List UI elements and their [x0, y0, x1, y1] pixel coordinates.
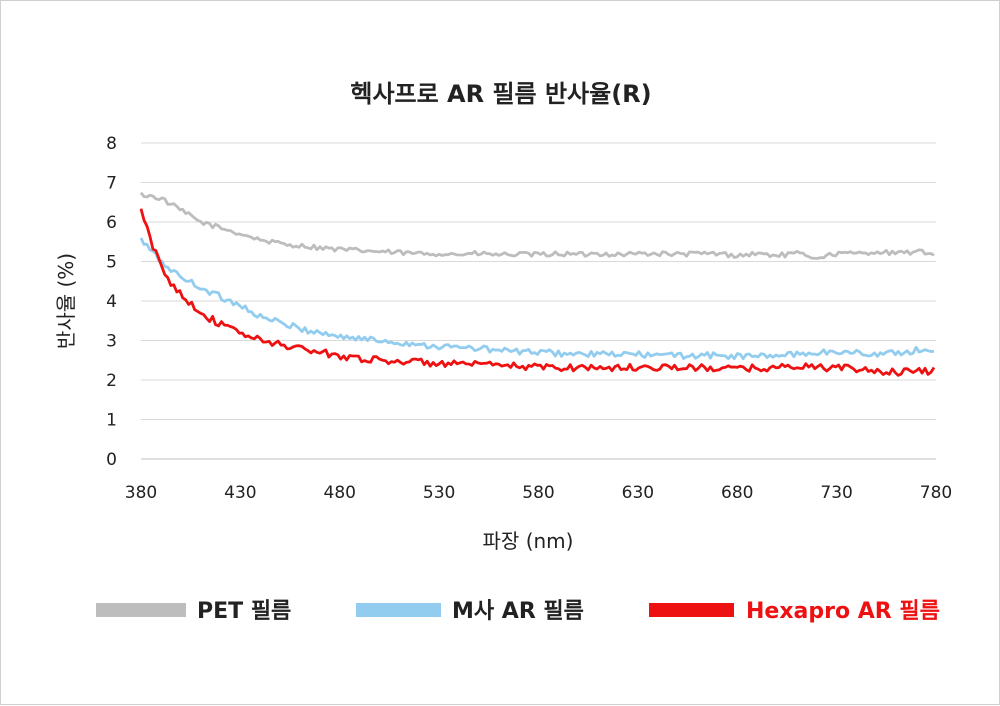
legend-swatch	[649, 603, 734, 617]
y-tick-label: 5	[106, 253, 117, 273]
series-line-0	[139, 191, 935, 260]
y-axis-label: 반사율 (%)	[54, 253, 78, 349]
y-tick-label: 3	[106, 332, 117, 352]
x-tick-label: 430	[224, 483, 256, 503]
x-tick-label: 530	[423, 483, 455, 503]
x-tick-label: 630	[622, 483, 654, 503]
legend: PET 필름 M사 AR 필름 Hexapro AR 필름	[96, 599, 940, 624]
gridlines	[141, 142, 936, 460]
x-tick-label: 480	[324, 483, 356, 503]
x-tick-labels: 380 430 480 530 580 630 680 730 780	[125, 483, 952, 503]
y-tick-label: 0	[106, 450, 117, 470]
legend-label: M사 AR 필름	[452, 599, 584, 624]
chart-title: 헥사프로 AR 필름 반사율(R)	[350, 80, 651, 108]
x-tick-label: 580	[522, 483, 554, 503]
legend-swatch	[96, 603, 186, 617]
y-tick-labels: 0 1 2 3 4 5 6 7 8	[106, 134, 117, 470]
y-tick-label: 4	[106, 292, 117, 312]
y-tick-label: 8	[106, 134, 117, 154]
y-tick-label: 6	[106, 213, 117, 233]
x-tick-label: 680	[721, 483, 753, 503]
x-tick-label: 780	[920, 483, 952, 503]
y-tick-label: 7	[106, 174, 117, 194]
series-lines	[139, 191, 936, 377]
legend-label: PET 필름	[197, 599, 291, 624]
x-tick-label: 730	[820, 483, 852, 503]
x-axis-label: 파장 (nm)	[483, 529, 574, 553]
series-line-2	[139, 208, 936, 377]
legend-label: Hexapro AR 필름	[746, 599, 940, 624]
legend-swatch	[356, 603, 441, 617]
x-tick-label: 380	[125, 483, 157, 503]
y-tick-label: 2	[106, 371, 117, 391]
y-tick-label: 1	[106, 411, 117, 431]
series-line-1	[139, 237, 935, 361]
